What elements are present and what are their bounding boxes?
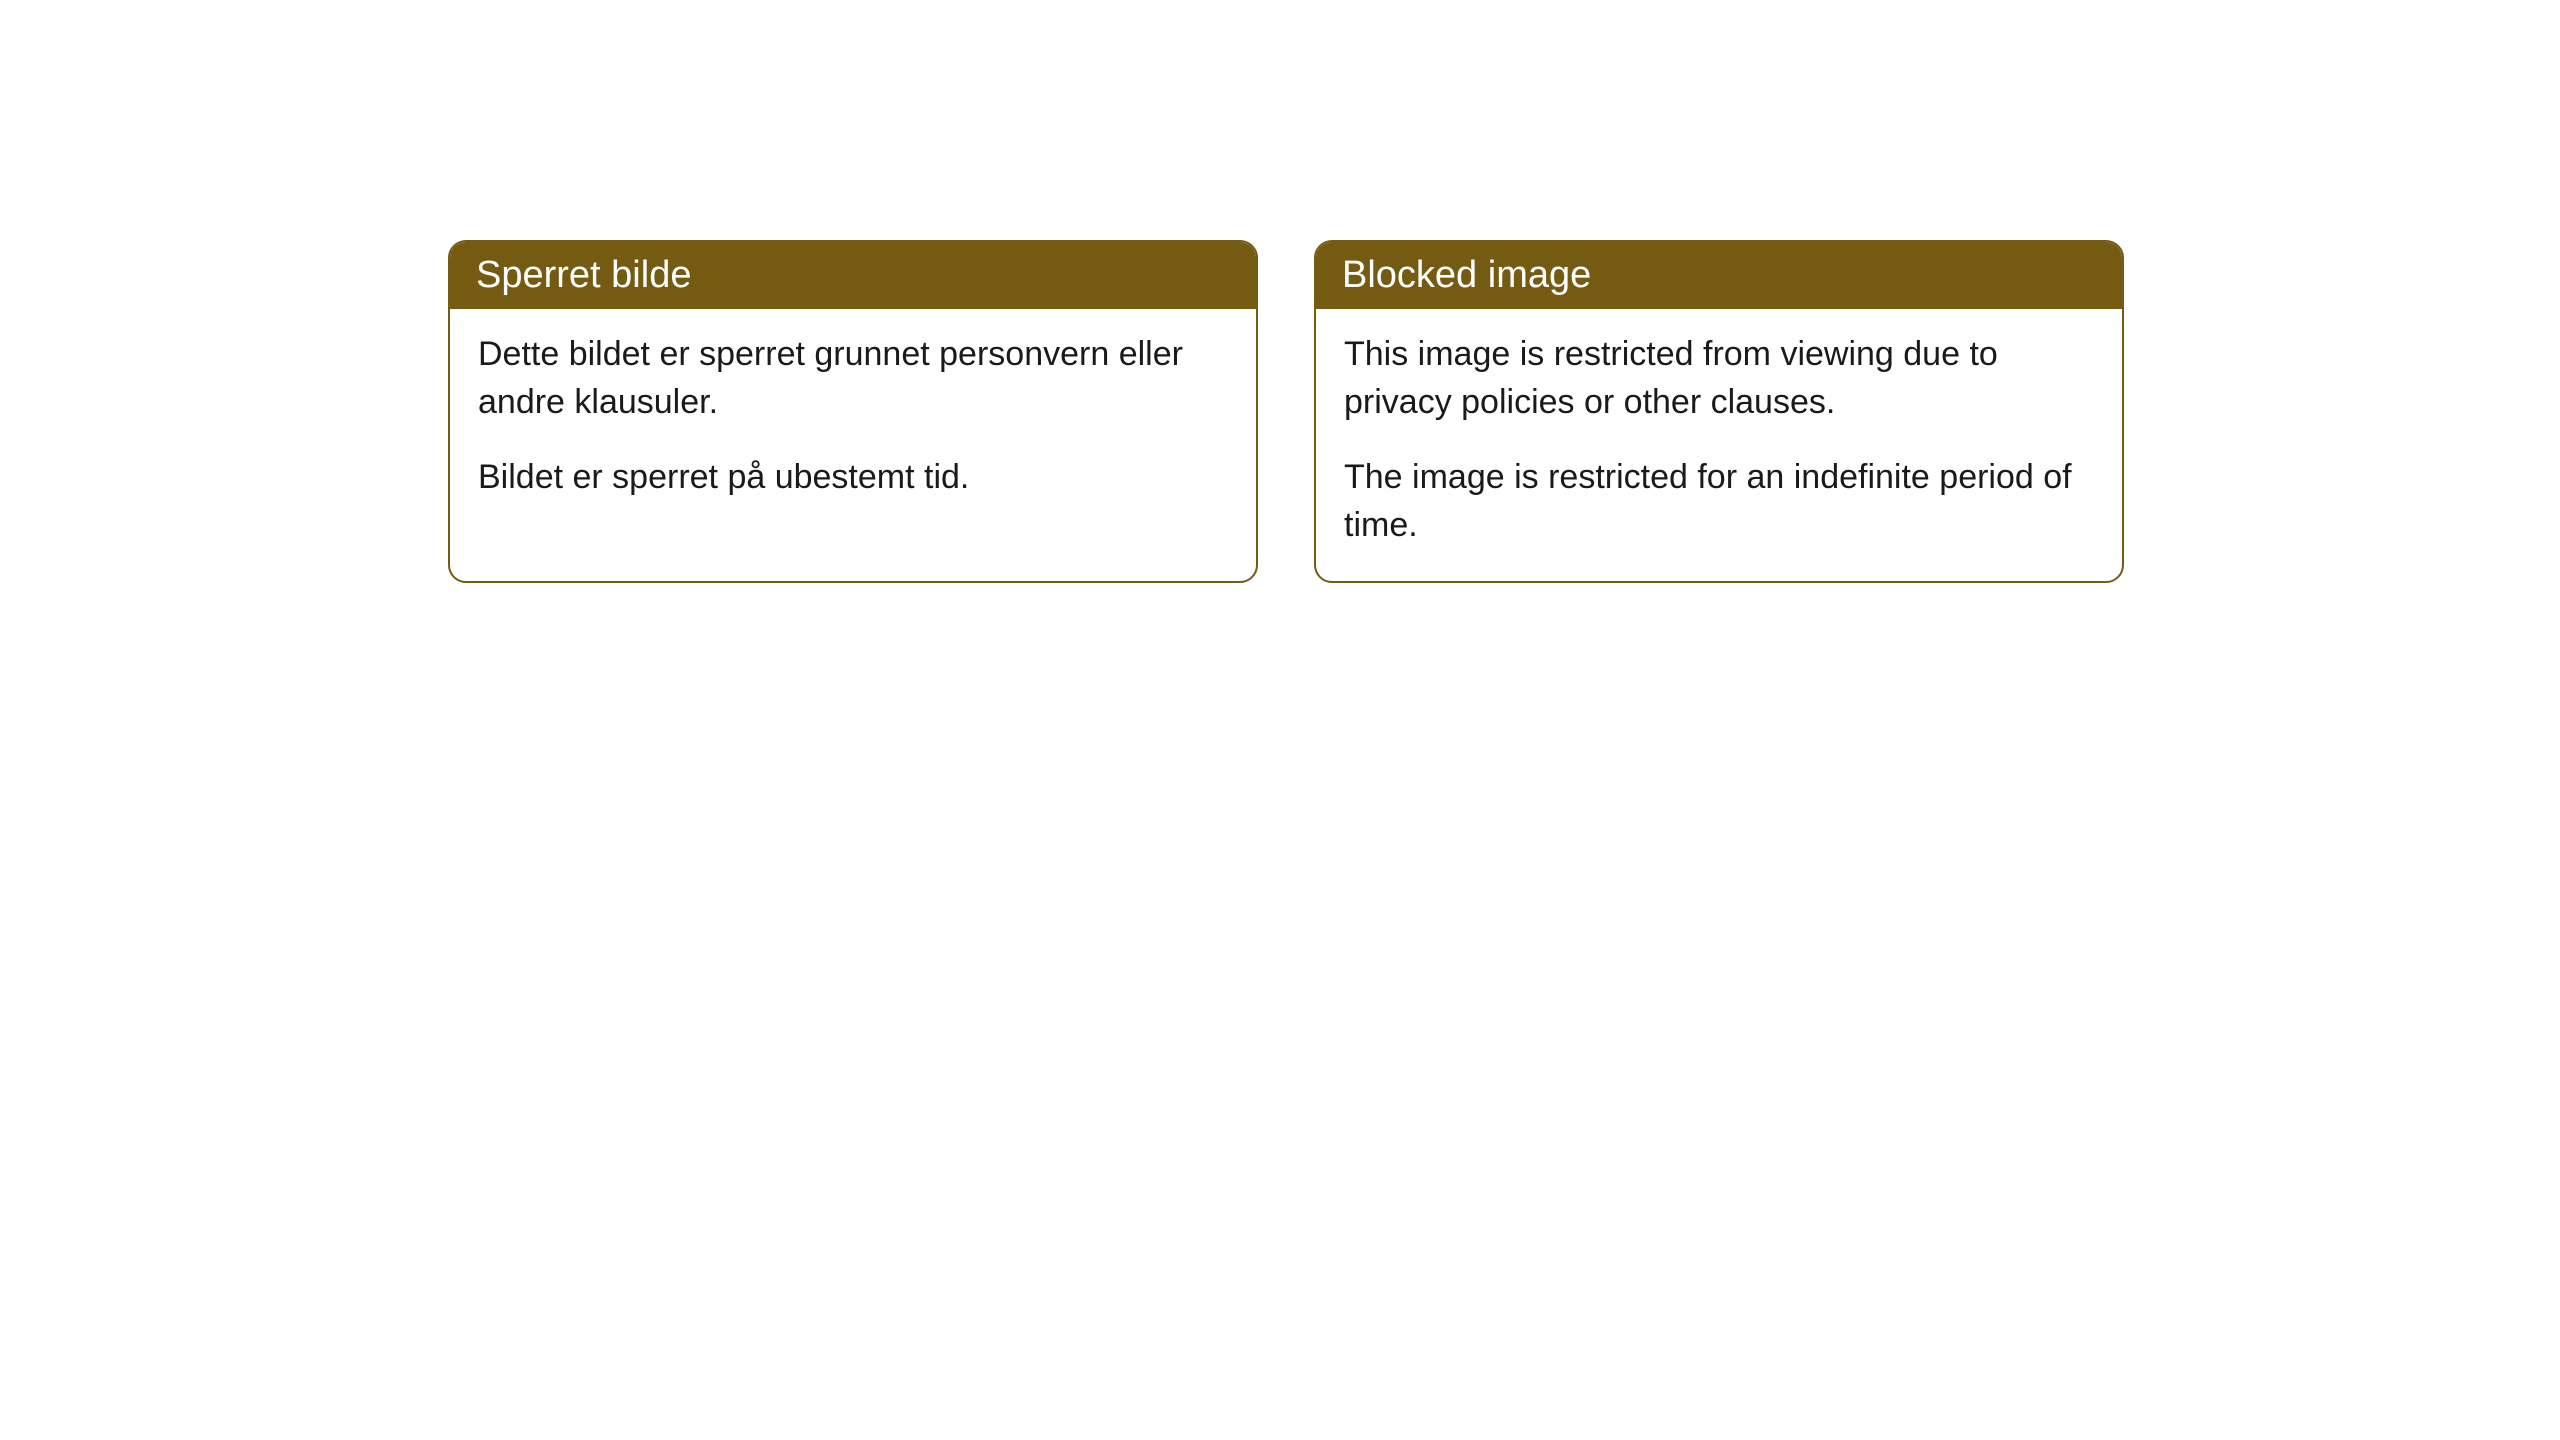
cards-container: Sperret bilde Dette bildet er sperret gr… <box>448 240 2124 583</box>
card-body-english: This image is restricted from viewing du… <box>1316 309 2122 581</box>
card-text-english-1: This image is restricted from viewing du… <box>1344 331 2094 426</box>
card-header-english: Blocked image <box>1316 242 2122 309</box>
card-text-english-2: The image is restricted for an indefinit… <box>1344 454 2094 549</box>
card-header-norwegian: Sperret bilde <box>450 242 1256 309</box>
card-norwegian: Sperret bilde Dette bildet er sperret gr… <box>448 240 1258 583</box>
card-body-norwegian: Dette bildet er sperret grunnet personve… <box>450 309 1256 534</box>
card-text-norwegian-2: Bildet er sperret på ubestemt tid. <box>478 454 1228 502</box>
card-text-norwegian-1: Dette bildet er sperret grunnet personve… <box>478 331 1228 426</box>
card-english: Blocked image This image is restricted f… <box>1314 240 2124 583</box>
